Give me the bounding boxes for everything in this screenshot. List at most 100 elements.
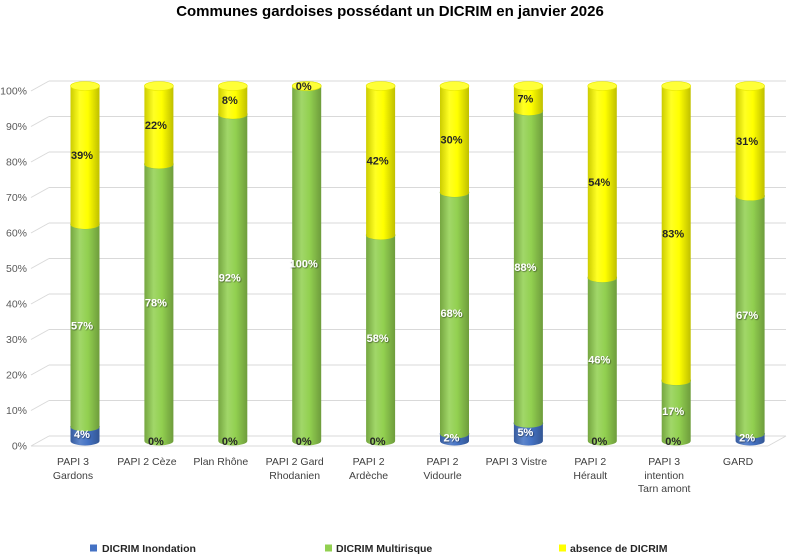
y-axis: 0% 10% 20% 30% 40% 50% 60% 70% 80% 90% 100% [0, 86, 27, 453]
bar-segment-absence-de-dicrim [587, 81, 617, 283]
bar-segment-absence-de-dicrim [735, 81, 765, 201]
bar-segment-top-absence-de-dicrim [70, 81, 100, 91]
legend-item-dicrim-multirisque: DICRIM Multirisque [325, 543, 432, 555]
bar-segment-top-absence-de-dicrim [661, 81, 692, 91]
bar-segment-dicrim-multirisque [144, 159, 174, 446]
y-tick-label: 20% [6, 370, 27, 382]
category-label: Plan Rhône [193, 456, 249, 468]
category-label: PAPI 2 Cèze [117, 456, 177, 468]
legend-item-absence-de-dicrim: absence de DICRIM [559, 543, 668, 555]
bar-segment-top-absence-de-dicrim [513, 81, 544, 91]
data-label-dicrim-inondation: 2% [739, 432, 755, 444]
legend: DICRIM Inondation DICRIM Multirisque abs… [90, 543, 668, 555]
cylinder-papi-2-gard-rhodanien [291, 81, 322, 446]
bar-segment-top-absence-de-dicrim [735, 81, 765, 91]
data-label-absence-de-dicrim: 54% [588, 177, 610, 189]
y-tick-label: 70% [6, 192, 27, 204]
data-label-absence-de-dicrim: 31% [736, 136, 758, 148]
data-label-absence-de-dicrim: 30% [440, 134, 462, 146]
bar-segment-top-absence-de-dicrim [439, 81, 470, 91]
y-tick-label: 90% [6, 121, 27, 133]
bar-segment-dicrim-multirisque [70, 219, 100, 432]
bar-segment-top-absence-de-dicrim [218, 81, 248, 91]
y-tick-label: 50% [6, 263, 27, 275]
category-label: PAPI 2 Vidourle [423, 456, 462, 482]
category-label: PAPI 3 Gardons [52, 456, 94, 482]
cylinder-papi-2-ardeche [365, 81, 396, 446]
data-label-dicrim-inondation: 0% [591, 436, 607, 448]
category-label: PAPI 3 intention Tarn amont [637, 456, 691, 495]
y-tick-label: 0% [12, 441, 27, 453]
bar-segment-dicrim-multirisque [440, 188, 469, 439]
bar-segment-absence-de-dicrim [144, 81, 174, 169]
category-label: PAPI 2 Ardèche [349, 456, 389, 482]
bar-segment-dicrim-multirisque [366, 230, 396, 446]
data-label-dicrim-multirisque: 58% [367, 333, 389, 345]
bar-segment-dicrim-multirisque [513, 106, 543, 428]
bar-segment-top-absence-de-dicrim [144, 81, 174, 91]
bar-segment-dicrim-multirisque [218, 109, 248, 446]
y-tick-label: 60% [6, 228, 27, 240]
y-tick-label: 30% [6, 334, 27, 346]
data-label-dicrim-multirisque: 100% [290, 259, 318, 271]
data-label-dicrim-multirisque: 46% [588, 354, 610, 366]
side-wall-gridline [30, 222, 50, 234]
data-label-dicrim-multirisque: 88% [514, 262, 536, 274]
side-wall-gridline [30, 187, 50, 198]
side-wall-gridline [30, 400, 50, 411]
data-label-absence-de-dicrim: 22% [145, 120, 167, 132]
y-tick-label: 80% [6, 157, 27, 169]
data-label-dicrim-inondation: 2% [444, 432, 460, 444]
side-wall-gridline [30, 80, 50, 92]
data-label-absence-de-dicrim: 7% [517, 93, 533, 105]
y-tick-label: 40% [6, 299, 27, 311]
cylinder-papi-3-vistre [513, 81, 544, 446]
cylinders [70, 81, 765, 446]
bar-segment-absence-de-dicrim [70, 81, 100, 229]
chart-title: Communes gardoises possédant un DICRIM e… [176, 3, 604, 20]
side-wall-gridline [30, 116, 50, 127]
bar-segment-top-absence-de-dicrim [291, 81, 322, 91]
cylinder-plan-rhone [218, 81, 248, 446]
category-label: PAPI 2 Gard Rhodanien [265, 456, 324, 482]
cylinder-papi-2-vidourle [439, 81, 470, 446]
cylinder-gard [735, 81, 765, 446]
side-wall-gridline [30, 258, 50, 269]
category-label: PAPI 2 Hérault [573, 456, 608, 482]
data-label-dicrim-inondation: 4% [74, 429, 90, 441]
data-label-dicrim-multirisque: 78% [145, 298, 167, 310]
data-label-absence-de-dicrim: 8% [222, 95, 238, 107]
bar-segment-absence-de-dicrim [218, 81, 248, 119]
legend-label-dicrim-multirisque: DICRIM Multirisque [336, 543, 432, 555]
side-wall-gridline [30, 435, 50, 447]
legend-label-absence-de-dicrim: absence de DICRIM [570, 543, 668, 555]
data-label-dicrim-multirisque: 67% [736, 310, 758, 322]
bar-segment-dicrim-multirisque [587, 273, 617, 446]
data-label-dicrim-multirisque: 17% [662, 406, 684, 418]
category-label: PAPI 3 Vistre [485, 456, 548, 468]
bar-segment-absence-de-dicrim [366, 81, 396, 240]
bar-segment-dicrim-multirisque [292, 81, 322, 446]
legend-swatch-dicrim-inondation [90, 544, 97, 552]
bar-segment-dicrim-multirisque [661, 376, 691, 446]
data-label-dicrim-multirisque: 57% [71, 321, 93, 333]
category-label: GARD [722, 456, 754, 468]
data-label-dicrim-multirisque: 92% [219, 273, 241, 285]
data-label-dicrim-inondation: 0% [148, 436, 164, 448]
legend-swatch-absence-de-dicrim [559, 544, 566, 552]
data-label-dicrim-inondation: 0% [370, 436, 386, 448]
data-label-dicrim-inondation: 0% [665, 436, 681, 448]
data-label-dicrim-inondation: 0% [222, 436, 238, 448]
data-label-absence-de-dicrim: 39% [71, 150, 93, 162]
side-wall-gridline [30, 293, 50, 305]
legend-label-dicrim-inondation: DICRIM Inondation [102, 543, 196, 555]
bar-segment-dicrim-multirisque [735, 191, 765, 439]
legend-swatch-dicrim-multirisque [325, 544, 332, 552]
cylinder-papi-3-intention-tarn-amont [661, 81, 692, 446]
cylinder-papi-3-gardons [70, 81, 100, 446]
side-wall-gridline [30, 151, 50, 163]
data-label-dicrim-inondation: 5% [517, 427, 533, 439]
data-labels: 4% 57% 39% 0% 78% 22% 0% 92% 8% 0% 100% 0% 0% 58% 42% 2… [71, 81, 758, 448]
